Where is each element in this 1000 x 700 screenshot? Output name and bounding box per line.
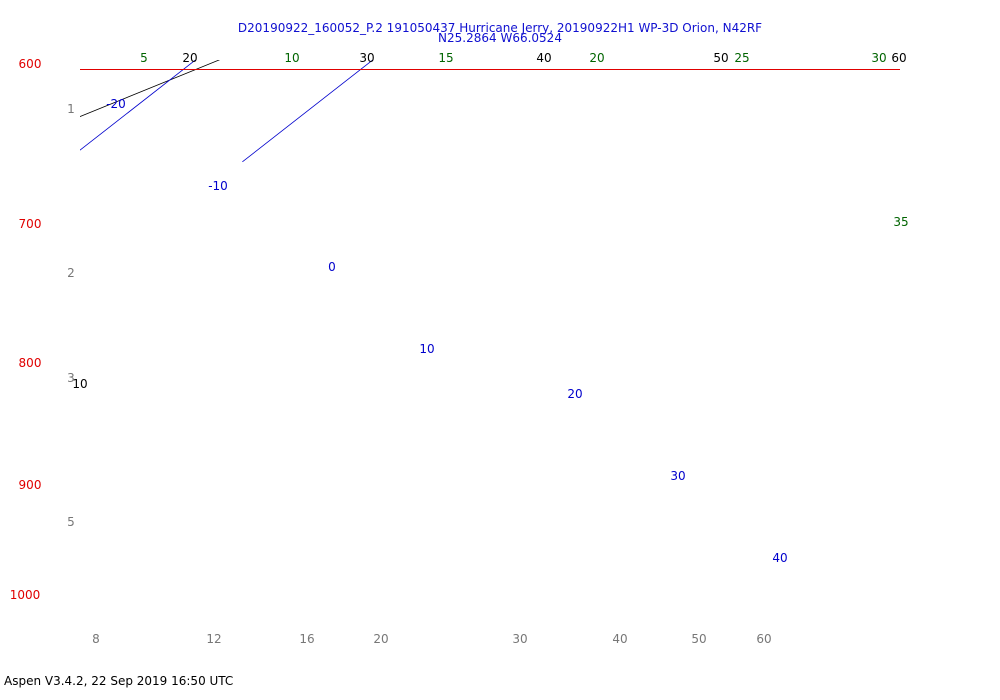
moist-adiabat-26: [0, 0, 893, 162]
height-label-8: 8: [92, 632, 100, 646]
chart-subtitle-location: N25.2864 W66.0524: [438, 31, 562, 45]
dry-adiabat-70: [0, 0, 1000, 162]
mixing-ratio-label-15: 15: [438, 51, 453, 65]
isotherm-50: [242, 60, 374, 163]
isotherm-40: [80, 60, 197, 151]
dry-adiabat-80: [0, 0, 1000, 162]
pressure-label-800: 800: [19, 356, 42, 370]
mixing-ratio-7: [0, 0, 615, 162]
moist-adiabat-23: [0, 0, 840, 162]
isotherm-lines: [0, 0, 980, 163]
mixing-ratio-15: [0, 0, 822, 162]
moist-adiabat-38: [0, 0, 1000, 162]
mixing-ratio-10: [0, 0, 710, 162]
isobar-lines: [80, 69, 900, 70]
mixing-ratio-label-5: 5: [140, 51, 148, 65]
pressure-label-700: 700: [19, 217, 42, 231]
pressure-label-900: 900: [19, 478, 42, 492]
mixing-ratio-5: [0, 0, 529, 162]
height-label-2: 2: [67, 266, 75, 280]
isotherm-label-0: 0: [328, 260, 336, 274]
dry-adiabat-60: [0, 0, 1000, 162]
dry-adiabat--10: [0, 0, 349, 162]
mixing-ratio-20: [0, 0, 904, 162]
moist-adiabat-2: [0, 0, 468, 162]
moist-adiabat-20: [0, 0, 787, 162]
dry-adiabat-0: [0, 0, 530, 162]
dry-adiabat--20: [0, 0, 169, 162]
isotherm-label--10: -10: [208, 179, 228, 193]
isotherm-label-40: 40: [772, 551, 787, 565]
mixing-ratio-22: [0, 0, 932, 162]
mixing-ratio-25: [0, 0, 969, 162]
height-label-50: 50: [691, 632, 706, 646]
dry-adiabat-40: [0, 0, 1000, 162]
mixing-ratio-label-25: 25: [734, 51, 749, 65]
moist-adiabat-41: [0, 0, 1000, 162]
chart-title: D20190922_160052_P.2 191050437 Hurricane…: [237, 21, 763, 35]
moist-adiabat-32: [0, 0, 999, 162]
height-label-16: 16: [299, 632, 314, 646]
moist-adiabat--1: [0, 0, 414, 162]
height-label-20: 20: [373, 632, 388, 646]
mixing-ratio-label-10: 10: [284, 51, 299, 65]
moist-adiabat-8: [0, 0, 574, 162]
height-label-60: 60: [756, 632, 771, 646]
moist-adiabat--4: [0, 0, 361, 162]
mixing-ratio-3: [0, 0, 404, 162]
moist-adiabat-5: [0, 0, 521, 162]
mixing-ratio-35: [0, 0, 1000, 162]
software-version-footer: Aspen V3.4.2, 22 Sep 2019 16:50 UTC: [4, 674, 234, 688]
dry-adiabat-10: [0, 0, 710, 162]
height-label-5: 5: [67, 515, 75, 529]
isotherm-label-30: 30: [670, 469, 685, 483]
mixing-ratio-lines: [0, 0, 1000, 162]
height-label-40: 40: [612, 632, 627, 646]
isotherm--10: [0, 0, 271, 162]
height-label-1: 1: [67, 102, 75, 116]
mixing-ratio-label-30: 30: [871, 51, 886, 65]
isotherm-label--20: -20: [106, 97, 126, 111]
isotherm-label-20: 20: [567, 387, 582, 401]
moist-adiabat-35: [0, 0, 1000, 162]
dry-adiabat-90: [80, 60, 221, 117]
dry-adiabat-50: [0, 0, 1000, 162]
dry-adiabat-20: [0, 0, 890, 162]
dry-adiabat-30: [0, 0, 1000, 162]
mixing-ratio-13: [0, 0, 782, 162]
height-label-3: 3: [67, 371, 75, 385]
isotherm-label-10: 10: [419, 342, 434, 356]
dry-adiabat-label-30: 30: [359, 51, 374, 65]
moist-adiabat--7: [0, 0, 308, 162]
dry-adiabat-label-50: 50: [713, 51, 728, 65]
isotherm-20: [0, 0, 803, 162]
dry-adiabat-lines: [0, 0, 1000, 162]
dry-adiabat-label-10: 10: [72, 377, 87, 391]
isotherm-30: [0, 0, 980, 162]
moist-adiabat-29: [0, 0, 946, 162]
pressure-label-1000: 1000: [10, 588, 41, 602]
isotherm--20: [0, 0, 94, 162]
moist-adiabat--10: [0, 0, 255, 162]
dry-adiabat-label-20: 20: [182, 51, 197, 65]
mixing-ratio-label-20: 20: [589, 51, 604, 65]
isotherm-0: [0, 0, 448, 162]
moist-adiabat-lines: [0, 0, 1000, 162]
height-label-30: 30: [512, 632, 527, 646]
mixing-ratio-17: [0, 0, 857, 162]
mixing-ratio-27: [0, 0, 992, 162]
moist-adiabat-11: [0, 0, 627, 162]
moist-adiabat-14: [0, 0, 680, 162]
height-label-12: 12: [206, 632, 221, 646]
isotherm-10: [0, 0, 626, 162]
moist-adiabat-44: [0, 0, 1000, 162]
dry-adiabat-label-40: 40: [536, 51, 551, 65]
mixing-ratio-30: [0, 0, 1000, 162]
moist-adiabat-17: [0, 0, 733, 162]
dry-adiabat-label-60: 60: [891, 51, 906, 65]
mixing-ratio-label-35: 35: [893, 215, 908, 229]
pressure-label-600: 600: [19, 57, 42, 71]
